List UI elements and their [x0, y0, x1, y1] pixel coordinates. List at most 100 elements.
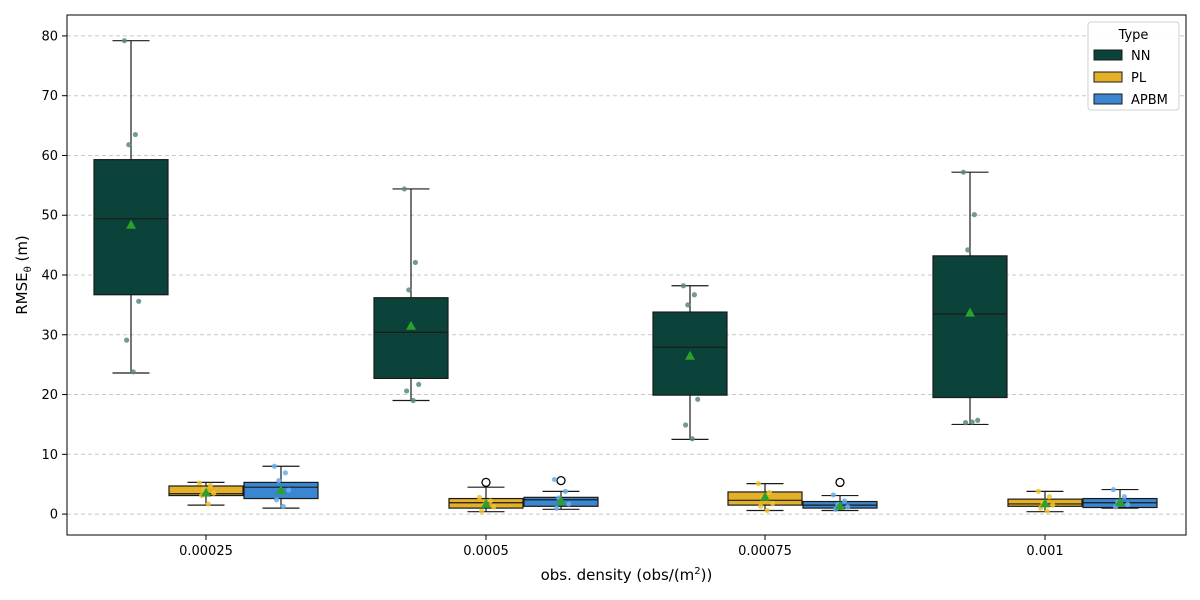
y-tick-label: 0 — [50, 508, 58, 523]
data-point — [1035, 488, 1041, 494]
data-point — [271, 463, 277, 469]
box-nn-0.00075 — [652, 283, 728, 442]
y-tick-label: 80 — [41, 29, 58, 44]
y-tick-label: 60 — [41, 149, 58, 164]
data-point — [566, 501, 572, 507]
data-point — [841, 498, 848, 504]
data-point — [969, 419, 975, 425]
x-axis-label: obs. density (obs/(m2)) — [541, 566, 713, 584]
data-point — [121, 38, 127, 44]
data-point — [975, 417, 981, 423]
data-point — [1044, 508, 1050, 514]
data-point — [410, 397, 416, 404]
data-point — [695, 396, 701, 402]
data-point — [683, 422, 689, 428]
data-point — [562, 488, 569, 494]
mean-marker — [556, 495, 566, 505]
data-point — [755, 480, 762, 487]
y-axis: 0 10 20 30 40 50 60 70 80 — [41, 29, 67, 523]
data-point — [965, 247, 971, 253]
data-point — [685, 302, 691, 308]
legend-swatch-apbm — [1093, 93, 1123, 105]
box-nn-0.0005 — [373, 186, 449, 404]
data-point — [205, 501, 211, 507]
data-point — [124, 337, 130, 343]
mean-marker — [126, 219, 136, 229]
legend-label-nn: NN — [1131, 49, 1150, 64]
box-marks — [93, 38, 1158, 514]
data-point — [770, 500, 776, 506]
data-point — [764, 507, 770, 514]
data-point — [766, 489, 773, 496]
data-point — [401, 186, 407, 192]
data-point — [1046, 494, 1052, 500]
mean-marker — [1040, 498, 1050, 508]
y-axis-label: RMSEθ (m) — [13, 235, 34, 315]
mean-marker — [1115, 497, 1125, 507]
data-point — [416, 381, 422, 387]
data-point — [551, 476, 558, 483]
y-tick-label: 10 — [41, 448, 58, 463]
data-point — [491, 504, 497, 510]
legend-label-apbm: APBM — [1131, 93, 1168, 108]
data-point — [1121, 494, 1127, 500]
data-point — [689, 436, 695, 442]
data-point — [404, 388, 410, 394]
x-tick-label: 0.00025 — [179, 544, 233, 559]
box-iqr — [932, 255, 1008, 399]
y-tick-label: 50 — [41, 209, 58, 224]
box-pl-0.0005 — [448, 477, 524, 514]
box-pl-0.00075 — [727, 480, 803, 514]
data-point — [1050, 502, 1056, 508]
data-point — [845, 504, 851, 510]
data-point — [130, 369, 136, 375]
mean-marker — [965, 307, 975, 317]
data-point — [1125, 501, 1131, 508]
data-point — [680, 283, 687, 289]
plot-area-frame — [66, 14, 1187, 536]
legend-label-pl: PL — [1131, 71, 1147, 86]
data-point — [126, 142, 132, 148]
box-iqr — [373, 297, 449, 380]
x-tick-label: 0.00075 — [738, 544, 792, 559]
x-tick-label: 0.001 — [1026, 544, 1063, 559]
mean-marker — [276, 485, 286, 495]
box-apbm-0.00075 — [802, 477, 878, 512]
data-point — [971, 212, 978, 218]
data-point — [132, 131, 138, 138]
legend-frame — [1087, 21, 1180, 111]
mean-marker — [201, 487, 211, 497]
outlier-point — [835, 477, 845, 488]
data-point — [282, 470, 288, 476]
data-point — [487, 498, 493, 504]
x-axis-label-superscript: 2 — [694, 566, 700, 577]
data-point — [196, 480, 202, 486]
data-point — [406, 287, 412, 293]
data-point — [136, 298, 142, 304]
data-point — [476, 494, 482, 500]
mean-marker — [406, 320, 416, 330]
data-point — [412, 259, 418, 266]
data-point — [280, 503, 286, 509]
y-axis-label-subscript: θ — [23, 266, 34, 272]
x-axis-label-end: )) — [701, 566, 713, 584]
data-point — [479, 508, 485, 514]
legend: Type NN PL APBM — [1087, 21, 1180, 111]
data-point — [286, 487, 292, 493]
outlier-point — [556, 475, 566, 486]
box-nn-0.001 — [932, 169, 1008, 426]
mean-marker — [685, 350, 695, 360]
box-pl-0.00025 — [168, 480, 244, 507]
mean-marker — [481, 498, 491, 508]
data-point — [207, 482, 213, 488]
box-apbm-0.00025 — [243, 463, 319, 509]
data-point — [554, 505, 560, 511]
box-apbm-0.001 — [1082, 486, 1158, 510]
outlier-point — [481, 477, 491, 488]
mean-marker — [760, 491, 770, 501]
mean-marker — [835, 500, 845, 510]
data-point — [960, 169, 967, 175]
data-point — [830, 492, 837, 498]
box-pl-0.001 — [1007, 488, 1083, 514]
